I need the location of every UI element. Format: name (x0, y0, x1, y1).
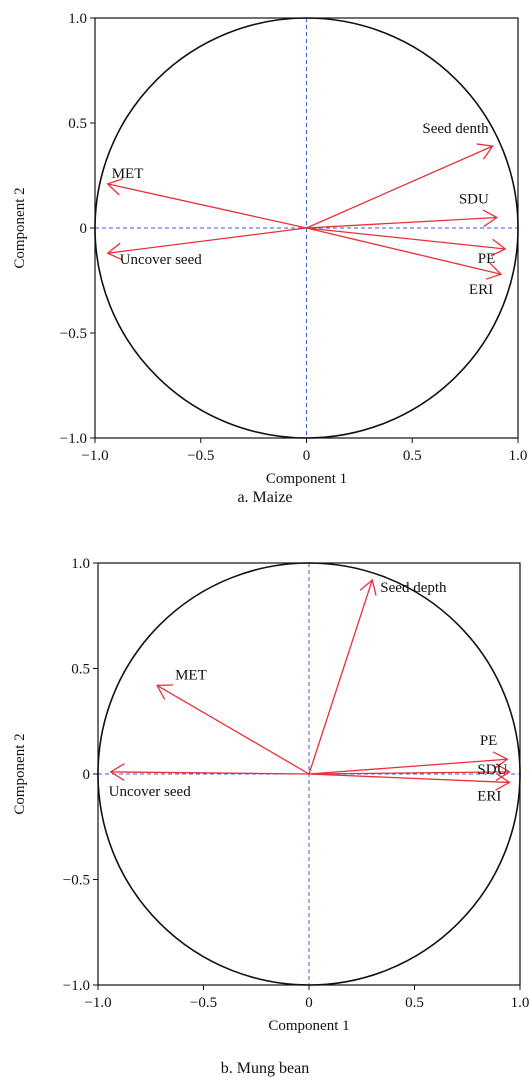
arrowhead-eri (485, 262, 503, 280)
y-tick-label: 0 (83, 767, 91, 783)
x-tick-label: 1.0 (509, 448, 528, 464)
y-tick-label: 1.0 (71, 556, 90, 572)
loading-arrow-sdu (306, 216, 497, 229)
loading-label-eri: ERI (469, 282, 493, 298)
loading-arrow-uncover-seed (110, 771, 310, 775)
y-tick-label: −0.5 (63, 873, 90, 889)
arrowhead-seed-depth (359, 578, 377, 596)
x-tick-label: 0 (305, 995, 313, 1011)
y-tick-label: −0.5 (60, 326, 87, 342)
loading-label-pe: PE (480, 733, 498, 749)
loading-label-sdu: SDU (459, 192, 489, 208)
loading-label-uncover-seed: Uncover seed (120, 252, 203, 268)
x-tick-label: 1.0 (511, 995, 530, 1011)
x-tick-label: −1.0 (81, 448, 108, 464)
loading-label-seed-denth: Seed denth (422, 121, 489, 137)
arrowhead-eri (495, 772, 511, 791)
loading-arrow-sdu (308, 771, 510, 775)
y-axis-title: Component 2 (12, 187, 28, 268)
panel-caption-mung-bean: b. Mung bean (220, 1060, 310, 1077)
y-tick-label: 0.5 (68, 116, 87, 132)
arrowhead-met (156, 684, 174, 700)
loading-arrow-pe (308, 758, 508, 775)
loading-label-eri: ERI (477, 788, 501, 804)
arrowhead-sdu (482, 209, 499, 228)
loading-arrow-met (107, 183, 307, 229)
loading-label-uncover-seed: Uncover seed (109, 784, 192, 800)
loading-label-met: MET (175, 667, 207, 683)
x-tick-label: 0.5 (403, 448, 422, 464)
panel-caption-maize: a. Maize (237, 489, 293, 506)
x-tick-label: 0.5 (405, 995, 424, 1011)
chart-panel-1: −1.0 −0.5 0 0.5 1.0 −1.0 −0.5 0 0.5 1.0 Component … (12, 11, 527, 487)
loading-label-seed-depth: Seed depth (380, 580, 447, 596)
x-tick-label: −0.5 (190, 995, 217, 1011)
loading-arrow-eri (308, 773, 510, 784)
x-axis-title: Component 1 (266, 471, 347, 487)
arrowhead-sdu (495, 763, 511, 781)
arrowhead-seed-denth (476, 143, 494, 160)
arrowhead-pe (490, 238, 507, 257)
loading-label-pe: PE (478, 251, 496, 267)
y-tick-label: 0 (80, 221, 88, 237)
loading-arrow-uncover-seed (107, 227, 307, 254)
y-axis-title: Component 2 (12, 733, 28, 814)
loading-arrow-seed-denth (306, 145, 493, 229)
loading-arrow-seed-depth (308, 579, 373, 775)
y-tick-label: −1.0 (60, 431, 87, 447)
loading-arrow-met (156, 684, 310, 775)
arrowhead-met (106, 178, 124, 196)
x-tick-label: 0 (303, 448, 311, 464)
y-tick-label: −1.0 (63, 978, 90, 994)
y-tick-label: 1.0 (68, 11, 87, 27)
loading-label-met: MET (112, 166, 144, 182)
y-tick-label: 0.5 (71, 662, 90, 678)
x-tick-label: −0.5 (187, 448, 214, 464)
loading-arrow-pe (306, 227, 506, 250)
arrowhead-uncover-seed (109, 763, 125, 781)
arrowhead-uncover-seed (106, 242, 123, 261)
x-tick-label: −1.0 (84, 995, 111, 1011)
loading-arrow-eri (306, 227, 502, 275)
chart-panel-2: −1.0 −0.5 0 0.5 1.0 −1.0 −0.5 0 0.5 1.0 Component … (12, 556, 529, 1034)
x-axis-title: Component 1 (268, 1018, 349, 1034)
loading-label-sdu: SDU (477, 762, 507, 778)
